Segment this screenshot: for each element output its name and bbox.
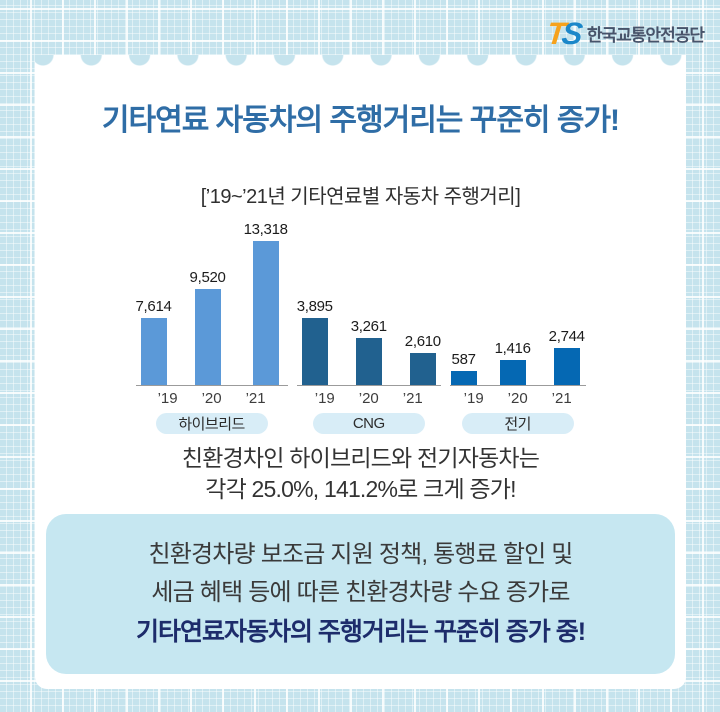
group-label-pill: CNG xyxy=(312,413,425,434)
scalloped-edge xyxy=(35,55,686,67)
x-axis-labels: ’19 ’20 ’21 xyxy=(297,386,441,407)
group-label-pill: 전기 xyxy=(461,413,574,434)
x-axis-tick-label: ’21 xyxy=(551,390,572,407)
x-axis-tick-label: ’20 xyxy=(358,390,379,407)
chart-group-CNG: 3,895 3,261 2,610 ’19 ’20 ’21 CNG xyxy=(296,220,441,434)
org-name: 한국교통안전공단 xyxy=(586,26,705,45)
bar-value-label: 13,318 xyxy=(243,221,288,238)
summary-line-1: 친환경차인 하이브리드와 전기자동차는 xyxy=(181,445,540,471)
x-axis-tick-label: ’21 xyxy=(245,390,266,407)
summary-line-2: 각각 25.0%, 141.2%로 크게 증가! xyxy=(205,476,516,502)
callout-line-1: 친환경차량 보조금 지원 정책, 통행료 할인 및 xyxy=(148,541,573,568)
bar xyxy=(355,338,382,385)
callout-line-2: 세금 혜택 등에 따른 친환경차량 수요 증가로 xyxy=(151,579,570,606)
bar-value-label: 9,520 xyxy=(189,269,226,286)
chart-title: [’19~’21년 기타연료별 자동차 주행거리] xyxy=(200,186,521,208)
bar-column: 587 xyxy=(450,351,477,385)
ts-logo-icon: TS xyxy=(545,16,581,51)
bar-column: 3,895 xyxy=(297,298,333,385)
bars-area: 587 1,416 2,744 xyxy=(449,220,586,386)
bar-value-label: 2,744 xyxy=(548,328,585,345)
bar-column: 13,318 xyxy=(244,221,288,385)
bar-column: 3,261 xyxy=(351,318,387,385)
bar-value-label: 3,261 xyxy=(350,318,387,335)
bar xyxy=(553,348,580,385)
bar-column: 7,614 xyxy=(136,298,172,385)
x-axis-tick-label: ’19 xyxy=(157,390,178,407)
callout-box: 친환경차량 보조금 지원 정책, 통행료 할인 및 세금 혜택 등에 따른 친환… xyxy=(46,514,675,674)
bar-chart: 7,614 9,520 13,318 ’19 ’20 ’21 하이브리드 3,895 3,261… xyxy=(135,220,586,434)
ts-logo-letter-s: S xyxy=(560,16,581,51)
bar-value-label: 587 xyxy=(451,351,476,368)
bars-area: 3,895 3,261 2,610 xyxy=(296,220,441,386)
bar-value-label: 1,416 xyxy=(494,340,531,357)
bar xyxy=(194,289,221,385)
x-axis-tick-label: ’19 xyxy=(463,390,484,407)
group-label-pill: 하이브리드 xyxy=(155,413,268,434)
x-axis-tick-label: ’20 xyxy=(201,390,222,407)
x-axis-tick-label: ’19 xyxy=(314,390,335,407)
bar-value-label: 2,610 xyxy=(404,333,441,350)
bar-value-label: 3,895 xyxy=(296,298,333,315)
callout-line-strong: 기타연료자동차의 주행거리는 꾸준히 증가 중! xyxy=(135,618,586,646)
page-title: 기타연료 자동차의 주행거리는 꾸준히 증가! xyxy=(101,104,620,137)
bar xyxy=(140,318,167,385)
ts-logo: TS 한국교통안전공단 xyxy=(545,16,705,51)
bar-column: 2,610 xyxy=(405,333,441,385)
bar xyxy=(409,353,436,385)
bar-column: 1,416 xyxy=(495,340,531,385)
bar xyxy=(450,371,477,385)
x-axis-labels: ’19 ’20 ’21 xyxy=(136,386,288,407)
bar xyxy=(499,360,526,385)
chart-group-하이브리드: 7,614 9,520 13,318 ’19 ’20 ’21 하이브리드 xyxy=(135,220,288,434)
bar xyxy=(301,318,328,385)
x-axis-labels: ’19 ’20 ’21 xyxy=(450,386,586,407)
x-axis-tick-label: ’20 xyxy=(507,390,528,407)
chart-group-전기: 587 1,416 2,744 ’19 ’20 ’21 전기 xyxy=(449,220,586,434)
infographic-card: 기타연료 자동차의 주행거리는 꾸준히 증가! [’19~’21년 기타연료별 … xyxy=(35,55,686,689)
summary-text: 친환경차인 하이브리드와 전기자동차는 각각 25.0%, 141.2%로 크게… xyxy=(35,443,686,505)
bar-value-label: 7,614 xyxy=(135,298,172,315)
bars-area: 7,614 9,520 13,318 xyxy=(135,220,288,386)
bar-column: 2,744 xyxy=(549,328,585,385)
x-axis-tick-label: ’21 xyxy=(402,390,423,407)
bar-column: 9,520 xyxy=(190,269,226,385)
bar xyxy=(252,241,279,385)
